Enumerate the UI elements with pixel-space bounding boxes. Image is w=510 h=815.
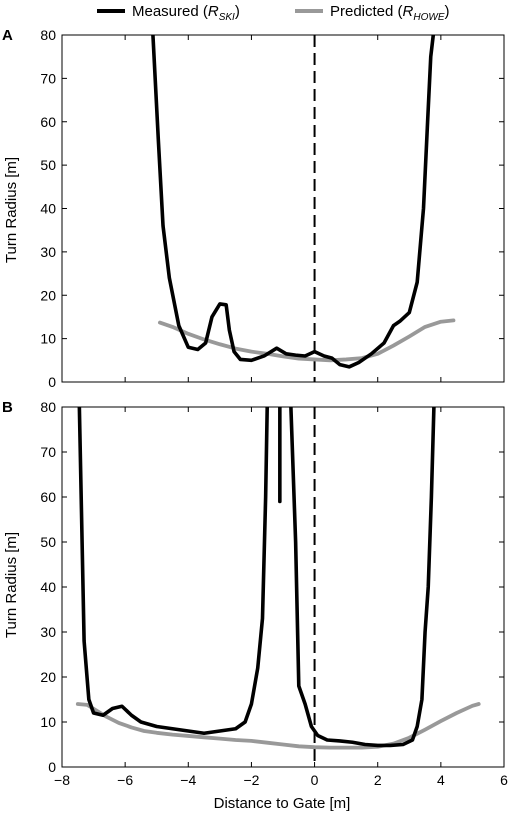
panel-b-plot: 0 10 20 30 40 50 60 70 80 −8 −6 −4 −2 0 2 4 6 xyxy=(40,399,508,788)
panel-b-y-tick-label: 0 xyxy=(48,759,56,775)
legend-predicted-label: Predicted (RHOWE) xyxy=(330,3,450,23)
panel-a-plot: 0 10 20 30 40 50 60 70 80 xyxy=(40,27,505,390)
panel-b-x-axis-label: Distance to Gate [m] xyxy=(214,795,351,812)
panel-a-y-tick-label: 60 xyxy=(40,114,56,130)
panel-b-x-tick-label: 2 xyxy=(374,772,382,788)
legend-measured-label: Measured (RSKI) xyxy=(132,3,240,23)
panel-b-x-tick-label: −6 xyxy=(117,772,133,788)
panel-a-y-tick-label: 50 xyxy=(40,157,56,173)
panel-b-x-tick-label: −4 xyxy=(180,772,196,788)
panel-b-y-tick-label: 70 xyxy=(40,444,56,460)
panel-b-y-tick-label: 50 xyxy=(40,534,56,550)
panel-a-y-tick-label: 80 xyxy=(40,27,56,43)
panel-b: B Turn Radius [m] Distance to Gate [m] 0… xyxy=(2,399,508,812)
panel-a-y-axis-label: Turn Radius [m] xyxy=(3,157,20,263)
panel-a-series-measured xyxy=(151,35,436,369)
panel-b-y-tick-label: 10 xyxy=(40,714,56,730)
panel-b-x-tick-label: 6 xyxy=(500,772,508,788)
panel-b-y-tick-label: 40 xyxy=(40,579,56,595)
legend: Measured (RSKI) Predicted (RHOWE) xyxy=(97,3,450,23)
panel-b-x-tick-label: 0 xyxy=(311,772,319,788)
panel-b-y-tick-label: 80 xyxy=(40,399,56,415)
panel-b-y-tick-label: 30 xyxy=(40,624,56,640)
panel-a-y-tick-label: 20 xyxy=(40,287,56,303)
panel-a-frame xyxy=(61,34,505,383)
panel-b-label: B xyxy=(2,399,13,416)
panel-a-label: A xyxy=(2,27,13,44)
panel-a-y-tick-label: 70 xyxy=(40,70,56,86)
panel-b-x-tick-label: −8 xyxy=(54,772,70,788)
panel-b-y-axis-label: Turn Radius [m] xyxy=(3,532,20,638)
panel-a-y-tick-label: 40 xyxy=(40,201,56,217)
panel-b-x-tick-label: 4 xyxy=(437,772,445,788)
panel-b-x-tick-label: −2 xyxy=(243,772,259,788)
panel-a: A Turn Radius [m] 0 10 20 30 40 50 60 70 80 xyxy=(2,27,505,390)
panel-b-y-tick-label: 60 xyxy=(40,489,56,505)
panel-a-y-tick-label: 0 xyxy=(48,374,56,390)
panel-b-series-measured xyxy=(77,407,436,748)
panel-a-y-tick-label: 10 xyxy=(40,331,56,347)
panel-a-y-tick-label: 30 xyxy=(40,244,56,260)
panel-b-y-tick-label: 20 xyxy=(40,669,56,685)
